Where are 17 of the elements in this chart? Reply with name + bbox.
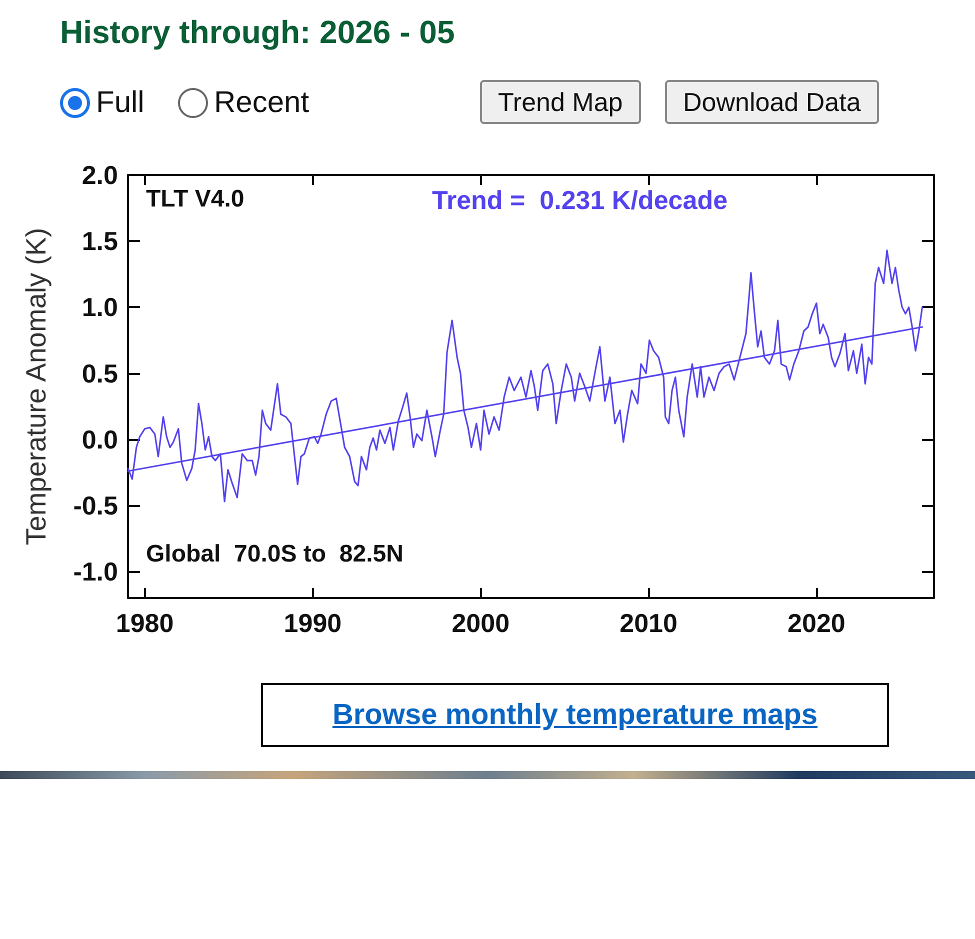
y-tick-label: -1.0 (73, 556, 118, 587)
x-tick-label: 2000 (452, 608, 510, 638)
annotation: Trend = 0.231 K/decade (432, 185, 728, 215)
y-tick-label: 1.5 (82, 226, 118, 256)
y-axis-title: Temperature Anomaly (K) (20, 228, 52, 546)
y-tick-label: -0.5 (73, 490, 118, 520)
y-tick-label: 0.0 (82, 424, 118, 454)
x-tick-label: 1980 (116, 608, 174, 638)
annotation: TLT V4.0 (146, 186, 244, 212)
y-tick-label: 0.5 (82, 358, 118, 388)
x-tick-label: 1990 (284, 608, 342, 638)
x-tick-label: 2010 (620, 608, 678, 638)
y-tick-label: 2.0 (82, 160, 118, 190)
chart-title: History through: 2026 - 05 (60, 14, 455, 51)
annotation: Global 70.0S to 82.5N (146, 540, 404, 568)
x-tick-label: 2020 (788, 608, 846, 638)
y-tick-label: 1.0 (82, 292, 118, 322)
